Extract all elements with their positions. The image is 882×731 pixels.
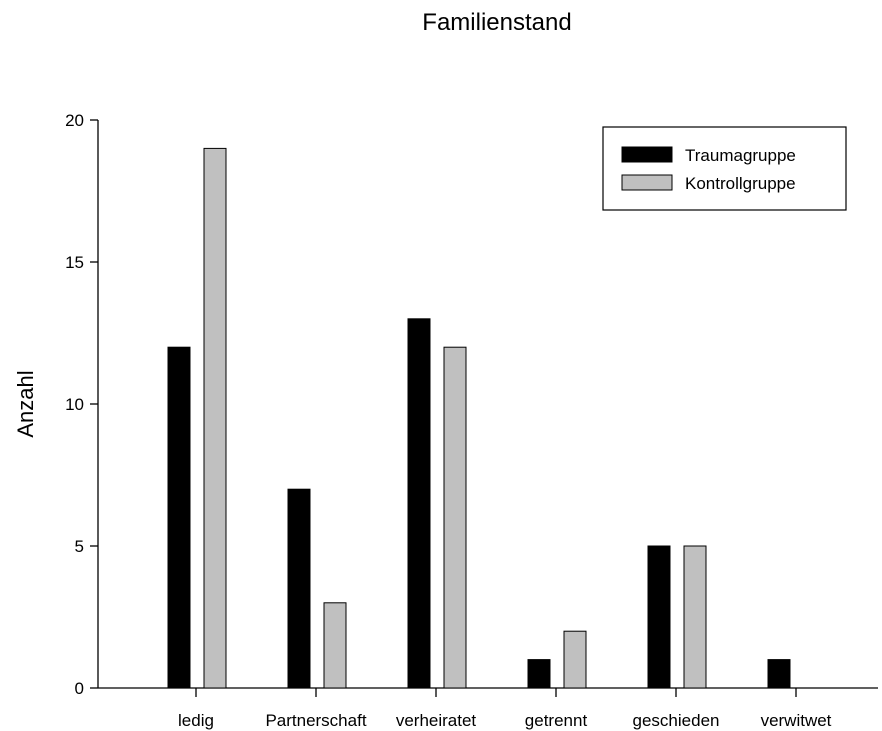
y-tick-label: 20 bbox=[65, 111, 84, 130]
bar-traumagruppe-geschieden bbox=[647, 545, 671, 689]
chart-title: Familienstand bbox=[422, 9, 571, 36]
bar-kontrollgruppe-verheiratet bbox=[443, 346, 467, 689]
x-tick-label: ledig bbox=[178, 711, 214, 730]
bar-traumagruppe-getrennt bbox=[527, 659, 551, 689]
x-tick-label: verwitwet bbox=[761, 711, 832, 730]
legend-label-kontrollgruppe: Kontrollgruppe bbox=[685, 174, 796, 193]
y-tick-label: 0 bbox=[75, 679, 84, 698]
bar-traumagruppe-verwitwet bbox=[767, 659, 791, 689]
bar-traumagruppe-partnerschaft bbox=[287, 488, 311, 689]
bar-kontrollgruppe-ledig bbox=[203, 147, 227, 689]
x-tick-label: getrennt bbox=[525, 711, 588, 730]
bar-kontrollgruppe-partnerschaft bbox=[323, 602, 347, 689]
legend-label-traumagruppe: Traumagruppe bbox=[685, 146, 796, 165]
bar-traumagruppe-verheiratet bbox=[407, 318, 431, 689]
legend-swatch-traumagruppe bbox=[621, 146, 673, 163]
bar-kontrollgruppe-getrennt bbox=[563, 630, 587, 689]
legend-box bbox=[602, 126, 847, 211]
y-axis-label: Anzahl bbox=[13, 370, 38, 437]
plot-area: 0 5 10 15 20 ledig Partnerschaft verheiratet get… bbox=[65, 111, 878, 730]
legend: Traumagruppe Kontrollgruppe bbox=[602, 126, 847, 211]
y-tick-label: 15 bbox=[65, 253, 84, 272]
bar-traumagruppe-ledig bbox=[167, 346, 191, 689]
x-tick-label: geschieden bbox=[633, 711, 720, 730]
x-tick-label: verheiratet bbox=[396, 711, 477, 730]
x-tick-label: Partnerschaft bbox=[265, 711, 366, 730]
legend-swatch-kontrollgruppe bbox=[621, 174, 673, 191]
bar-kontrollgruppe-geschieden bbox=[683, 545, 707, 689]
y-tick-label: 5 bbox=[75, 537, 84, 556]
y-tick-label: 10 bbox=[65, 395, 84, 414]
